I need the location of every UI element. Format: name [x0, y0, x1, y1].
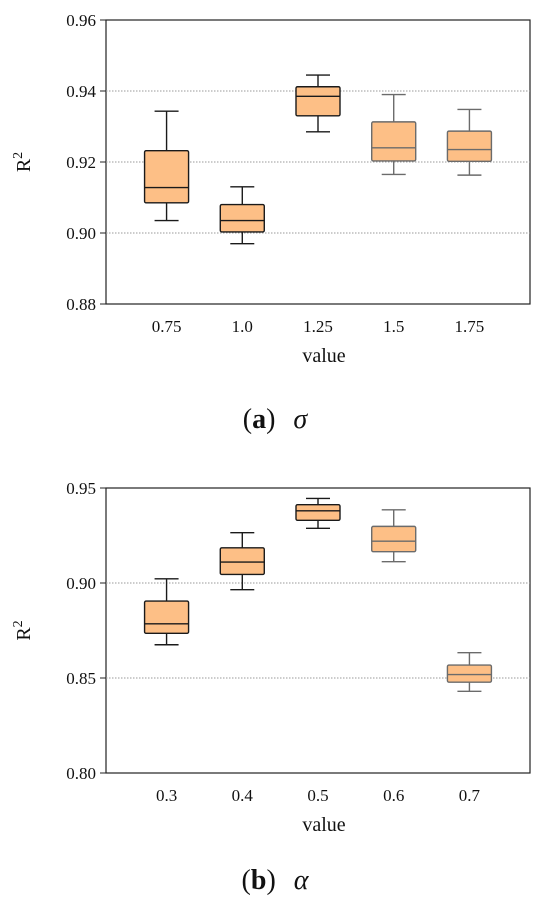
x-axis-title: value — [302, 345, 345, 367]
caption-symbol: σ — [293, 404, 308, 435]
box-iqr — [143, 149, 190, 204]
x-tick-label: 1.5 — [383, 317, 404, 336]
y-tick-label: 0.80 — [66, 764, 96, 783]
x-tick-label: 0.4 — [232, 786, 254, 805]
caption-symbol: α — [293, 865, 309, 896]
plot-frame — [105, 487, 531, 774]
y-axis-title: R2 — [11, 620, 35, 640]
box-iqr — [219, 547, 265, 576]
y-tick-label: 0.95 — [66, 479, 96, 498]
y-tick-label: 0.88 — [66, 295, 96, 314]
box-1.0 — [219, 186, 265, 245]
x-tick-label: 0.3 — [156, 786, 177, 805]
x-axis-title: value — [302, 814, 345, 836]
box-iqr — [295, 86, 341, 117]
x-tick-label: 1.0 — [232, 317, 253, 336]
y-tick-label: 0.85 — [66, 669, 96, 688]
chart-panel-sigma: 0.88 0.90 0.92 0.94 0.96 0.75 1.0 1.25 1.5 1.75 va… — [0, 0, 550, 460]
x-tick-label: 0.75 — [152, 317, 182, 336]
box-iqr — [371, 121, 417, 162]
box-0.4 — [219, 531, 265, 591]
y-tick-label: 0.92 — [66, 153, 96, 172]
box-1.75 — [446, 108, 493, 176]
boxplot-chart-sigma: 0.88 0.90 0.92 0.94 0.96 0.75 1.0 1.25 1.5 1.75 va… — [11, 11, 531, 367]
y-tick-label: 0.90 — [66, 574, 96, 593]
y-tick-label: 0.94 — [66, 82, 96, 101]
box-iqr — [371, 525, 417, 553]
box-iqr — [446, 664, 493, 683]
box-iqr — [143, 600, 190, 635]
box-0.3 — [143, 578, 190, 646]
caption-sigma: (a) σ — [0, 404, 550, 436]
y-tick-label: 0.96 — [66, 11, 96, 30]
box-0.75 — [143, 110, 190, 222]
box-1.5 — [371, 93, 417, 176]
caption-tag: (a) — [242, 404, 276, 435]
chart-panel-alpha: 0.80 0.85 0.90 0.95 0.3 0.4 0.5 0.6 0.7 value R2 (… — [0, 460, 550, 921]
box-iqr — [446, 130, 493, 162]
box-0.5 — [295, 497, 341, 529]
caption-alpha: (b) α — [0, 865, 550, 897]
x-tick-label: 0.6 — [383, 786, 404, 805]
box-iqr — [219, 203, 265, 233]
x-tick-label: 0.5 — [307, 786, 328, 805]
boxplot-chart-alpha: 0.80 0.85 0.90 0.95 0.3 0.4 0.5 0.6 0.7 value R2 — [11, 479, 531, 836]
box-0.6 — [371, 509, 417, 563]
y-axis-title: R2 — [11, 152, 35, 172]
x-tick-label: 1.75 — [455, 317, 485, 336]
box-0.7 — [446, 652, 493, 693]
y-tick-label: 0.90 — [66, 224, 96, 243]
x-tick-label: 1.25 — [303, 317, 333, 336]
caption-tag: (b) — [241, 865, 276, 896]
x-tick-label: 0.7 — [459, 786, 481, 805]
box-1.25 — [295, 74, 341, 133]
box-iqr — [295, 504, 341, 522]
